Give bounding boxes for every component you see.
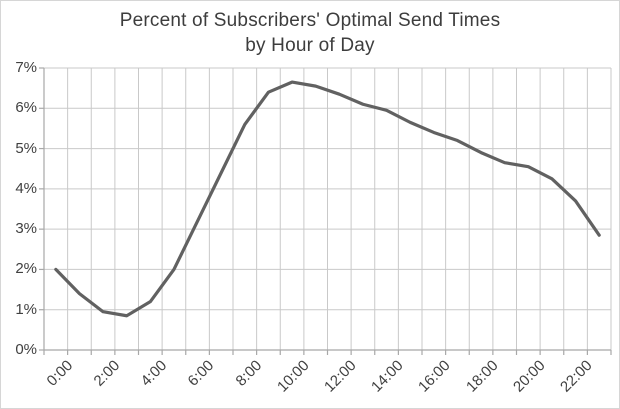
chart-title-line2: by Hour of Day [245,35,375,56]
y-axis-label: 7% [15,59,37,76]
y-axis-label: 5% [15,139,37,157]
y-axis-label: 3% [15,220,37,238]
y-axis-label: 6% [15,99,37,117]
chart-title: Percent of Subscribers' Optimal Send Tim… [1,8,619,58]
y-axis-label: 0% [15,341,37,358]
y-axis-label: 4% [15,179,37,197]
y-axis-label: 1% [15,300,37,318]
chart-title-line1: Percent of Subscribers' Optimal Send Tim… [119,10,501,31]
series-line [54,80,601,318]
y-axis-label: 2% [15,260,37,278]
